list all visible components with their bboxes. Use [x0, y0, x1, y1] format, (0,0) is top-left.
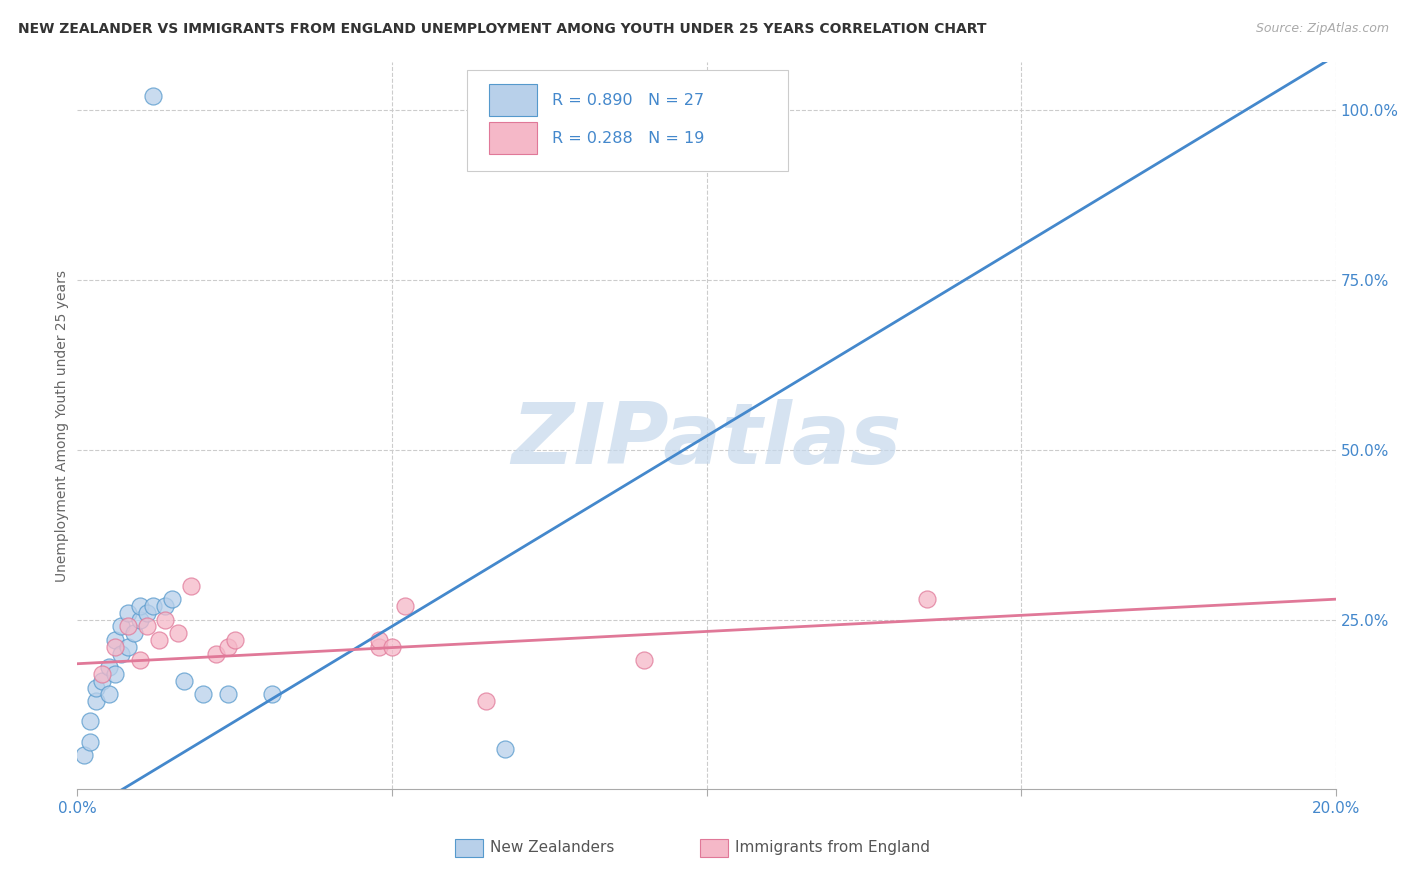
Point: [110, 647, 132, 661]
Text: R = 0.890   N = 27: R = 0.890 N = 27: [551, 93, 704, 108]
FancyBboxPatch shape: [467, 70, 789, 171]
Point: [84, 681, 107, 695]
Point: [129, 653, 152, 667]
Point: [217, 687, 239, 701]
Bar: [700, 838, 728, 857]
Point: [91, 667, 114, 681]
Point: [155, 613, 177, 627]
Point: [72, 748, 94, 763]
Point: [915, 592, 938, 607]
Point: [142, 599, 165, 613]
Point: [110, 619, 132, 633]
Point: [160, 592, 183, 607]
Text: Source: ZipAtlas.com: Source: ZipAtlas.com: [1256, 22, 1389, 36]
Point: [97, 660, 120, 674]
Text: New Zealanders: New Zealanders: [491, 840, 614, 855]
Point: [104, 667, 127, 681]
Point: [204, 647, 226, 661]
Y-axis label: Unemployment Among Youth under 25 years: Unemployment Among Youth under 25 years: [55, 270, 69, 582]
Point: [135, 619, 157, 633]
Text: NEW ZEALANDER VS IMMIGRANTS FROM ENGLAND UNEMPLOYMENT AMONG YOUTH UNDER 25 YEARS: NEW ZEALANDER VS IMMIGRANTS FROM ENGLAND…: [18, 22, 987, 37]
Point: [381, 640, 404, 654]
Point: [79, 714, 101, 729]
Point: [148, 632, 170, 647]
Point: [129, 599, 152, 613]
Point: [97, 687, 120, 701]
Point: [394, 599, 416, 613]
Bar: [456, 838, 482, 857]
Point: [368, 632, 391, 647]
Bar: [489, 84, 537, 116]
Text: Immigrants from England: Immigrants from England: [735, 840, 931, 855]
Point: [191, 687, 215, 701]
Point: [117, 640, 139, 654]
Point: [173, 673, 195, 688]
Point: [142, 89, 165, 103]
Point: [633, 653, 655, 667]
Point: [117, 606, 139, 620]
Point: [262, 687, 284, 701]
Point: [155, 599, 177, 613]
Point: [180, 578, 202, 592]
Point: [84, 694, 107, 708]
Point: [129, 613, 152, 627]
Point: [135, 606, 157, 620]
Point: [79, 735, 101, 749]
Point: [104, 640, 127, 654]
Point: [167, 626, 190, 640]
Point: [117, 619, 139, 633]
Point: [122, 626, 145, 640]
Point: [475, 694, 498, 708]
Point: [368, 640, 391, 654]
Point: [104, 632, 127, 647]
Point: [217, 640, 239, 654]
Bar: [489, 122, 537, 154]
Text: R = 0.288   N = 19: R = 0.288 N = 19: [551, 130, 704, 145]
Point: [224, 632, 246, 647]
Point: [494, 741, 516, 756]
Text: ZIPatlas: ZIPatlas: [512, 399, 901, 482]
Point: [91, 673, 114, 688]
